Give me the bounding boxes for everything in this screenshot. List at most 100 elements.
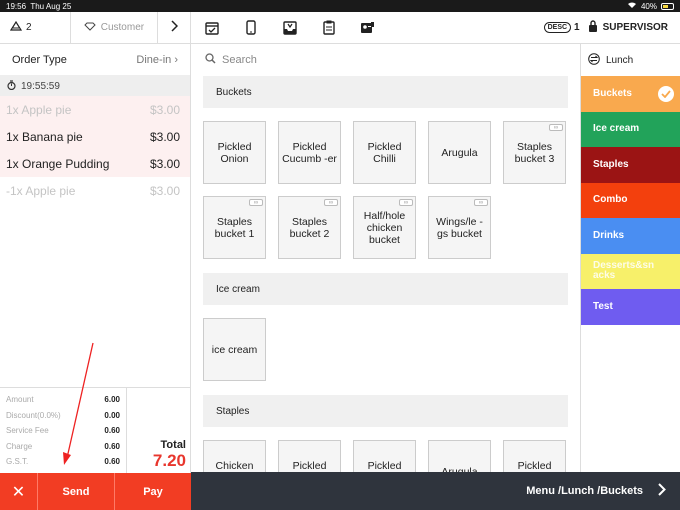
order-panel: 2 Customer Order Type Dine-in › 19:55:59… [0,12,191,510]
send-button[interactable]: Send [38,473,115,510]
product-tile-label: ice cream [211,343,258,356]
status-bar: 19:56 Thu Aug 25 40% [0,0,680,12]
breadcrumb-bar[interactable]: Menu /Lunch /Buckets [191,472,680,510]
product-tile[interactable]: Pickled Cucumb -er [278,440,341,472]
cancel-order-button[interactable]: ✕ [0,473,38,510]
link-icon: ∞ [249,199,263,206]
product-tile[interactable]: Pickled Onion [203,121,266,184]
order-timer: 19:55:59 [0,76,190,96]
desc-count: 1 [574,22,580,33]
order-item-price: $3.00 [149,102,180,117]
search-input[interactable]: Search [222,54,257,66]
product-tile[interactable]: Pickled Onion [503,440,566,472]
seat-count: 2 [26,22,32,33]
order-item-name: -1x Apple pie [6,183,76,198]
staff-card-icon[interactable] [359,19,376,36]
product-tile[interactable]: Pickled Chilli [353,440,416,472]
section-header: Buckets [203,76,568,108]
product-tile-label: Pickled Chilli [367,459,402,473]
category-item[interactable]: Desserts&sn acks [581,253,680,289]
totals-line-value: 0.60 [104,426,120,436]
product-tile[interactable]: ice cream [203,318,266,381]
calendar-check-icon[interactable] [203,19,220,36]
check-icon [658,85,674,102]
category-item[interactable]: Test [581,289,680,325]
search-icon [205,53,216,67]
totals-line-value: 0.00 [104,410,120,420]
expand-button[interactable] [158,12,190,43]
search-bar[interactable]: Search [191,44,580,76]
order-type-value: Dine-in › [136,54,178,66]
order-item[interactable]: 1x Orange Pudding $3.00 [0,150,190,177]
totals-line-label: Amount [6,395,34,405]
category-item[interactable]: Drinks [581,218,680,254]
product-tile[interactable]: Wings/le -gs bucket ∞ [428,196,491,259]
chevron-right-icon [657,483,666,499]
clipboard-icon[interactable] [320,19,337,36]
product-tile[interactable]: Half/hole chicken bucket ∞ [353,196,416,259]
totals-line: Discount(0.0%) 0.00 [6,408,120,424]
category-item[interactable]: Ice cream [581,111,680,147]
inbox-icon[interactable] [281,19,298,36]
product-tile[interactable]: Chicken sandwich [203,440,266,472]
category-item[interactable]: Buckets [581,76,680,112]
order-items: 1x Apple pie $3.00 1x Banana pie $3.00 1x Or… [0,96,190,204]
total-value: 7.20 [152,451,186,470]
breadcrumb: Menu /Lunch /Buckets [526,485,643,497]
user-name: SUPERVISOR [602,22,668,33]
pay-button[interactable]: Pay [143,485,163,498]
product-tile[interactable]: Staples bucket 1 ∞ [203,196,266,259]
toolbar-icons [191,19,376,36]
product-tile[interactable]: Arugula [428,440,491,472]
battery-icon [661,2,674,10]
customer-label: Customer [100,22,145,33]
totals-line-value: 0.60 [104,457,120,467]
totals-line: Service Fee 0.60 [6,423,120,439]
order-item[interactable]: 1x Apple pie $3.00 [0,96,190,123]
link-icon: ∞ [399,199,413,206]
product-tile[interactable]: Staples bucket 3 ∞ [503,121,566,184]
product-tile[interactable]: Arugula [428,121,491,184]
product-tile-label: Staples bucket 3 [514,140,555,165]
category-label: Combo [593,194,628,206]
diamond-icon [84,22,96,34]
totals-line-value: 6.00 [104,395,120,405]
customer-button[interactable]: Customer [71,12,159,43]
order-type-label: Order Type [12,53,67,66]
product-tile-label: Pickled Onion [517,459,552,473]
category-item[interactable]: Staples [581,147,680,183]
category-label: Staples [593,158,629,170]
battery-percent: 40% [640,1,657,11]
user-button[interactable]: SUPERVISOR [588,20,668,35]
menu-sections: Buckets Pickled Onion Pickled Cucumb -er Pi… [191,76,580,472]
product-tile[interactable]: Staples bucket 2 ∞ [278,196,341,259]
order-type-row[interactable]: Order Type Dine-in › [0,44,190,76]
product-tile-label: Chicken sandwich [213,459,257,473]
order-item[interactable]: 1x Banana pie $3.00 [0,123,190,150]
section-header: Ice cream [203,273,568,305]
swap-icon [588,52,600,68]
category-label: Desserts&sn acks [593,260,655,282]
main-toolbar: DESC 1 SUPERVISOR [191,12,680,44]
category-list: Buckets Ice cream Staples Combo Drinks Desser… [581,76,680,325]
seats-button[interactable]: 2 [0,12,71,43]
total-label: Total [160,439,186,451]
chevron-right-icon: › [174,53,178,66]
timer-value: 19:55:59 [21,80,60,92]
order-item-price: $3.00 [149,156,180,171]
lock-icon [588,20,598,35]
phone-icon[interactable] [242,19,259,36]
order-topbar: 2 Customer [0,12,190,44]
category-label: Test [593,300,613,312]
desc-badge[interactable]: DESC [543,22,572,33]
totals-lines: Amount 6.00 Discount(0.0%) 0.00 Service Fee 0… [0,388,127,473]
product-tile-label: Arugula [441,465,478,473]
status-time-date: 19:56 Thu Aug 25 [6,2,71,11]
category-item[interactable]: Combo [581,182,680,218]
totals-line-value: 0.60 [104,441,120,451]
stopwatch-icon [7,79,16,93]
product-tile[interactable]: Pickled Chilli [353,121,416,184]
product-tile[interactable]: Pickled Cucumb -er [278,121,341,184]
menu-selector[interactable]: Lunch [581,44,680,76]
order-item[interactable]: -1x Apple pie $3.00 [0,177,190,204]
